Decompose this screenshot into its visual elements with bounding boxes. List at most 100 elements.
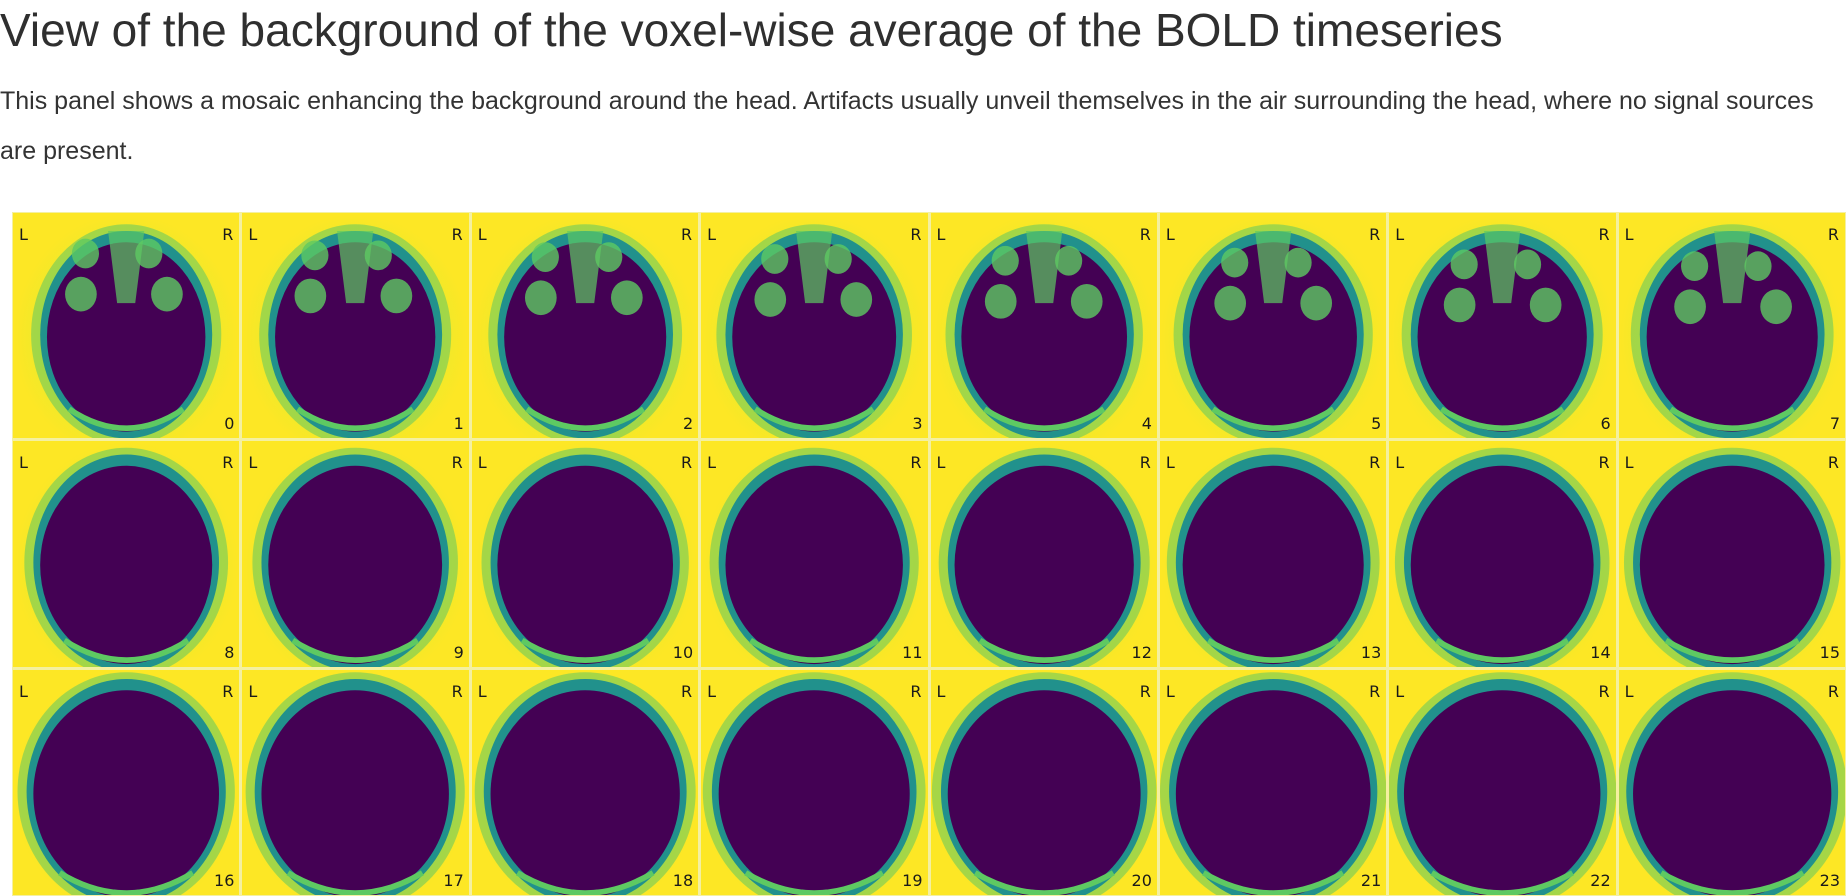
orientation-right-label: R <box>1139 225 1151 244</box>
slice-image <box>945 224 1143 439</box>
slice-index-label: 15 <box>1819 642 1840 662</box>
anatomy-feature <box>1673 289 1706 325</box>
anatomy-feature <box>1054 245 1082 276</box>
rim-streak <box>982 406 1105 432</box>
slice-tile: L R 3 <box>701 213 928 439</box>
orientation-right-label: R <box>681 681 693 701</box>
slice-index-label: 4 <box>1141 414 1152 434</box>
head-interior <box>490 689 680 895</box>
head-interior <box>1632 689 1831 895</box>
anatomy-feature <box>301 240 329 271</box>
anatomy-feature <box>294 278 327 314</box>
anatomy-feature <box>610 280 643 316</box>
slice-image <box>716 224 913 439</box>
slice-tile: L R 12 <box>930 441 1157 667</box>
slice-tile: L R 11 <box>701 441 928 667</box>
anatomy-feature <box>840 282 873 317</box>
anatomy-feature <box>1444 287 1476 323</box>
head-interior <box>718 689 910 895</box>
orientation-right-label: R <box>1827 681 1839 701</box>
orientation-left-label: L <box>1624 453 1634 473</box>
head-interior <box>954 466 1134 665</box>
orientation-left-label: L <box>19 453 28 473</box>
anatomy-feature <box>991 245 1019 276</box>
anatomy-feature <box>1284 247 1312 278</box>
orientation-right-label: R <box>222 681 234 701</box>
slice-tile: L R 8 <box>13 441 240 667</box>
orientation-left-label: L <box>19 225 28 244</box>
slice-image <box>31 224 222 439</box>
slice-index-label: 1 <box>453 414 464 434</box>
slice-tile: L R 2 <box>471 213 699 439</box>
slice-image <box>474 671 696 895</box>
slice-index-label: 0 <box>224 414 235 434</box>
orientation-right-label: R <box>1827 453 1839 473</box>
page-title: View of the background of the voxel-wise… <box>0 4 1503 56</box>
slice-tile: L R 20 <box>930 669 1157 895</box>
orientation-left-label: L <box>1395 681 1405 701</box>
head-interior <box>725 466 904 665</box>
slice-tile: L R 10 <box>471 441 699 667</box>
anatomy-feature <box>1484 231 1521 304</box>
slice-index-label: 19 <box>902 870 923 890</box>
orientation-right-label: R <box>222 453 234 473</box>
head-interior <box>1639 466 1825 665</box>
head-interior <box>947 689 1141 895</box>
anatomy-feature <box>71 238 100 269</box>
slice-tile: L R 16 <box>13 669 240 895</box>
slice-image <box>931 671 1156 895</box>
rim-streak <box>1206 638 1340 664</box>
rim-streak <box>753 406 875 432</box>
anatomy-feature <box>984 283 1017 319</box>
slice-image <box>1173 224 1373 439</box>
slice-tile: L R 9 <box>242 441 469 667</box>
orientation-left-label: L <box>936 225 946 244</box>
slice-index-label: 7 <box>1829 414 1840 434</box>
anatomy-feature <box>754 282 787 317</box>
slice-index-label: 5 <box>1371 414 1382 434</box>
slice-tile: L R 19 <box>701 669 928 895</box>
slice-index-label: 22 <box>1590 870 1611 890</box>
head-interior <box>1404 689 1601 895</box>
slice-tile: L R 5 <box>1159 213 1387 439</box>
orientation-right-label: R <box>451 453 463 473</box>
orientation-left-label: L <box>1165 681 1175 701</box>
slice-tile: L R 23 <box>1618 669 1845 895</box>
anatomy-feature <box>531 242 559 273</box>
orientation-right-label: R <box>1139 681 1151 701</box>
slice-image <box>1618 671 1845 895</box>
slice-image <box>17 671 235 895</box>
slice-tile: L R 0 <box>13 213 240 439</box>
rim-streak <box>1668 406 1795 432</box>
orientation-left-label: L <box>1165 225 1175 244</box>
rim-streak <box>525 406 645 432</box>
anatomy-feature <box>796 231 833 304</box>
rim-streak <box>1440 406 1565 432</box>
anatomy-feature <box>524 280 557 316</box>
slice-index-label: 12 <box>1131 642 1152 662</box>
rim-streak <box>1201 870 1345 895</box>
orientation-left-label: L <box>1624 225 1634 244</box>
anatomy-feature <box>65 276 97 312</box>
anatomy-feature <box>1025 231 1062 304</box>
slice-image <box>1389 671 1616 895</box>
orientation-right-label: R <box>1598 453 1610 473</box>
slice-index-label: 6 <box>1600 414 1611 434</box>
slice-index-label: 21 <box>1360 870 1382 890</box>
slice-tile: L R 21 <box>1159 669 1387 895</box>
head-interior <box>1410 466 1594 665</box>
orientation-left-label: L <box>936 681 946 701</box>
anatomy-feature <box>566 231 604 304</box>
slice-image <box>1630 224 1834 439</box>
slice-index-label: 23 <box>1819 870 1840 890</box>
slice-tile: L R 15 <box>1618 441 1845 667</box>
slice-index-label: 17 <box>443 870 464 890</box>
slice-index-label: 11 <box>902 642 923 662</box>
anatomy-feature <box>365 240 393 271</box>
slice-image <box>1395 448 1610 667</box>
slice-index-label: 9 <box>453 642 464 662</box>
orientation-left-label: L <box>1165 453 1175 473</box>
orientation-left-label: L <box>477 453 487 473</box>
head-interior <box>33 689 219 895</box>
